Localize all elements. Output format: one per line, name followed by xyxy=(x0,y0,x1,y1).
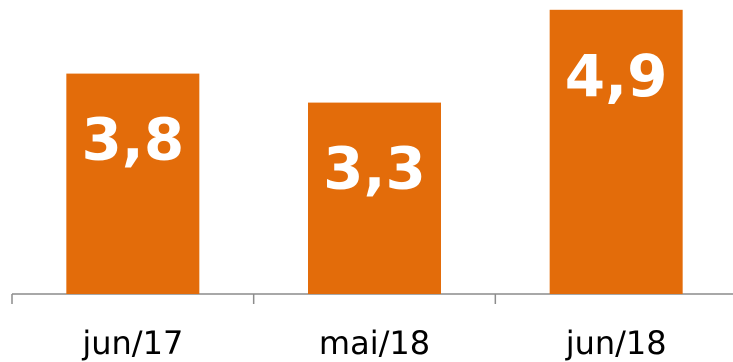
x-axis xyxy=(11,293,733,304)
bar-value-labels: 3,8 3,3 4,9 xyxy=(81,42,667,203)
bar-value-label: 4,9 xyxy=(565,42,668,110)
bar xyxy=(308,102,441,294)
bars xyxy=(66,9,683,295)
bar xyxy=(66,73,200,294)
x-tick-label: mai/18 xyxy=(319,324,430,362)
bar-value-label: 3,8 xyxy=(81,106,184,174)
bar xyxy=(549,9,683,295)
x-tick-label: jun/18 xyxy=(565,324,667,362)
x-tick-label: jun/17 xyxy=(81,324,183,362)
x-tick-labels: jun/17 mai/18 jun/18 xyxy=(81,324,666,362)
bar-value-label: 3,3 xyxy=(323,135,426,203)
